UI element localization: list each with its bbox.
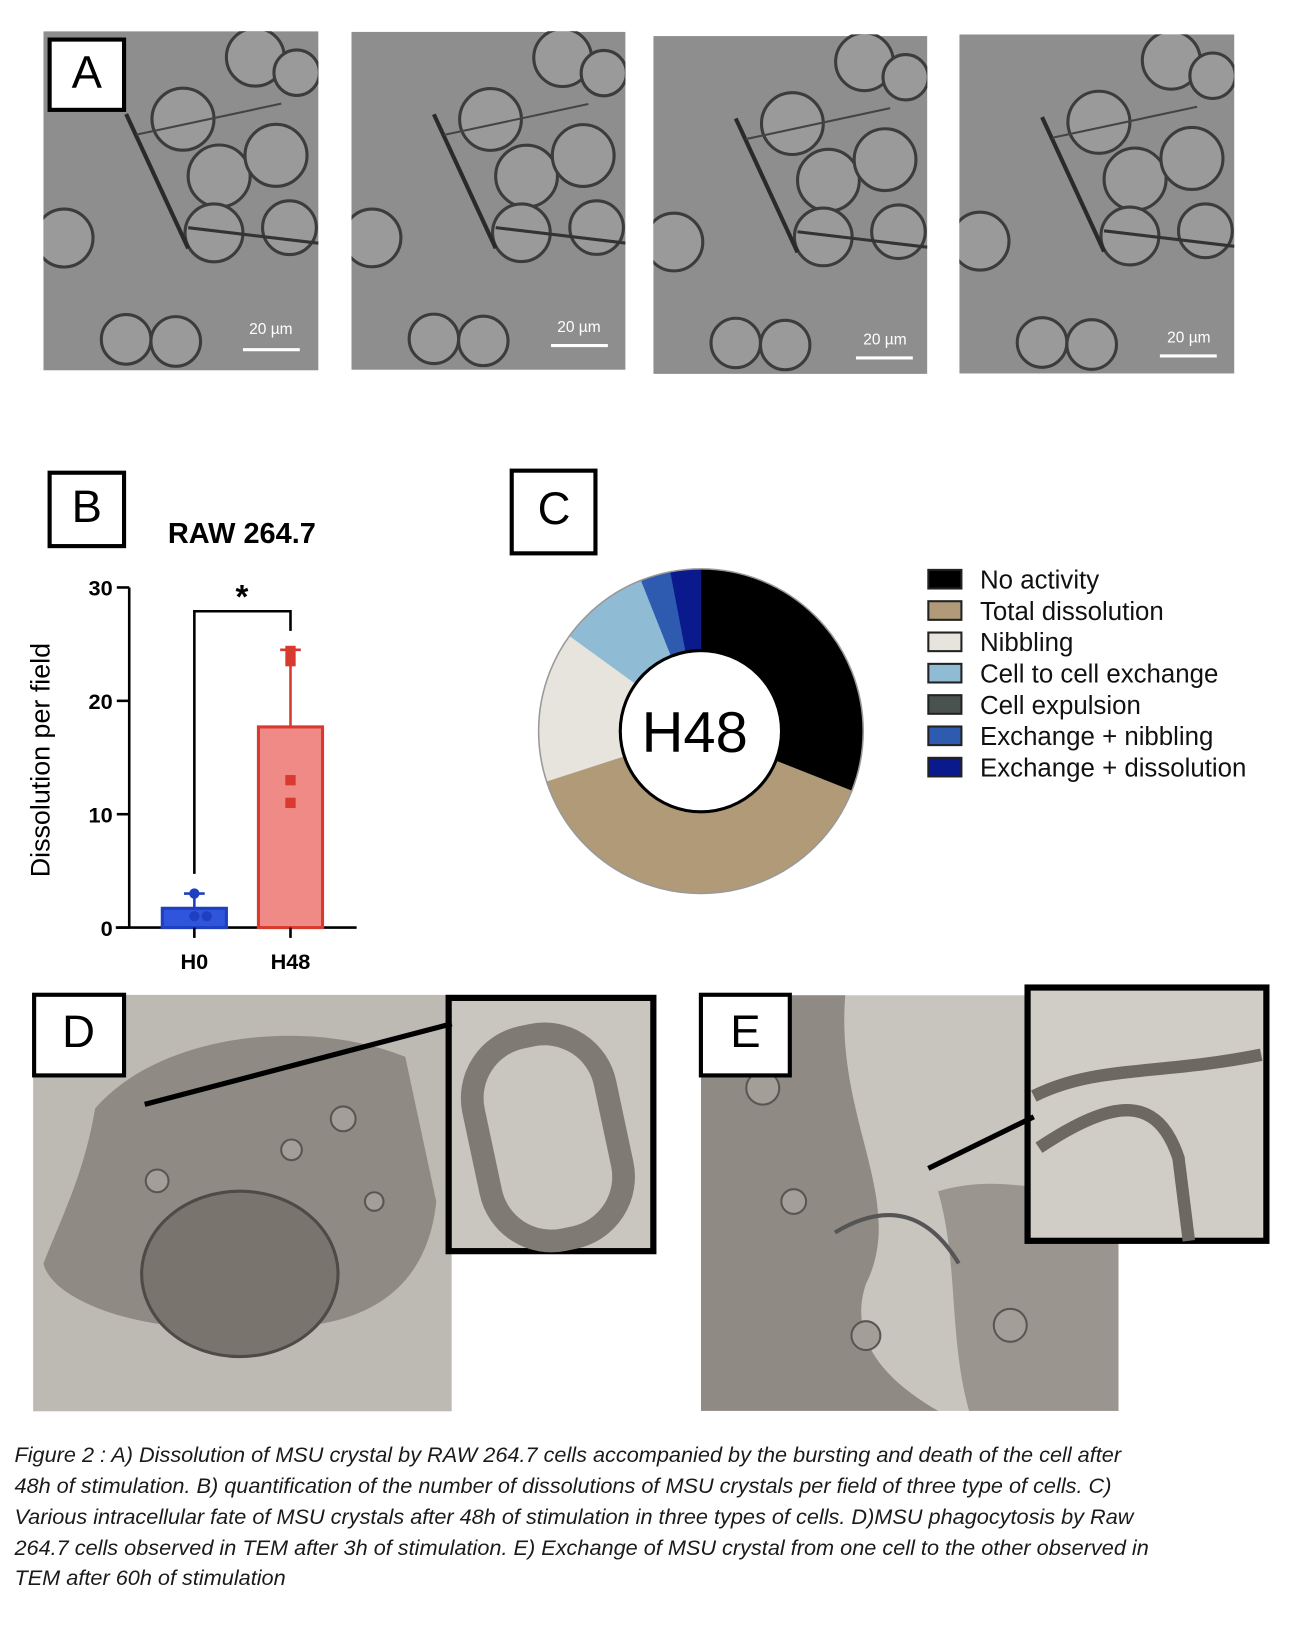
legend-label: Cell to cell exchange <box>980 660 1218 688</box>
significance-bracket <box>193 609 292 874</box>
charts: RAW 264.7 Dissolution per field 0 10 20 30 H0 H… <box>26 518 1247 974</box>
donut-outline <box>537 568 864 895</box>
legend-swatch <box>927 662 963 684</box>
label-box <box>698 992 792 1078</box>
x-tick-label: H48 <box>271 949 311 974</box>
caption-line: TEM after 60h of stimulation <box>14 1565 285 1590</box>
caption: Figure 2 : A) Dissolution of MSU crystal… <box>13 1442 1148 1590</box>
legend-label: Total dissolution <box>980 598 1164 626</box>
legend-label: Exchange + dissolution <box>980 754 1246 782</box>
legend-swatch <box>927 600 963 621</box>
label-box <box>32 992 127 1078</box>
label-box <box>509 468 598 556</box>
legend-label: Cell expulsion <box>980 692 1141 720</box>
label-box <box>47 37 127 112</box>
scale-bars: 20 µm 20 µm 20 µm 20 µm <box>242 319 1217 360</box>
caption-line: Figure 2 : A) Dissolution of MSU crystal… <box>14 1442 1121 1467</box>
scale-bar-label: 20 µm <box>557 319 600 336</box>
legend-swatch <box>927 694 963 715</box>
callout-line <box>927 1114 1035 1171</box>
data-point <box>189 911 200 922</box>
significance-label: * <box>235 579 248 616</box>
micrograph <box>645 33 928 374</box>
micrograph <box>951 31 1235 373</box>
caption-line: 48h of stimulation. B) quantification of… <box>14 1473 1111 1498</box>
panel-label: C <box>538 483 571 534</box>
panel-label: E <box>730 1006 760 1057</box>
y-tick-label: 0 <box>101 916 113 941</box>
legend-swatch <box>927 631 963 653</box>
chart-title: RAW 264.7 <box>168 518 316 550</box>
panel-label: A <box>72 47 103 98</box>
callout-line <box>144 1021 453 1107</box>
y-tick-label: 20 <box>89 689 113 714</box>
data-point <box>285 797 296 809</box>
center-label: H48 <box>642 701 748 765</box>
y-tick-label: 10 <box>89 802 113 827</box>
legend-label: No activity <box>980 567 1099 595</box>
legend-swatch <box>927 725 963 747</box>
data-point <box>285 655 296 667</box>
data-point <box>285 775 296 786</box>
data-point <box>189 888 200 899</box>
legend-label: Exchange + nibbling <box>980 723 1213 751</box>
scale-bar-label: 20 µm <box>863 332 906 349</box>
panel-label: D <box>62 1006 95 1057</box>
x-tick-label: H0 <box>180 949 208 974</box>
legend-swatch <box>927 756 963 778</box>
y-axis-label: Dissolution per field <box>26 643 56 877</box>
caption-line: 264.7 cells observed in TEM after 3h of … <box>13 1535 1148 1560</box>
bar <box>256 725 325 930</box>
data-point <box>285 645 296 657</box>
caption-line: Various intracellular fate of MSU crysta… <box>14 1504 1134 1529</box>
inset <box>445 994 657 1255</box>
donut-hole <box>618 648 784 814</box>
legend-label: Nibbling <box>980 629 1073 657</box>
label-box <box>47 470 127 549</box>
inset <box>1024 984 1270 1244</box>
scale-bar-label: 20 µm <box>1167 329 1210 346</box>
y-tick-label: 30 <box>89 576 113 601</box>
data-point <box>201 911 212 922</box>
legend-swatch <box>927 568 963 590</box>
panel-label: B <box>72 481 102 532</box>
scale-bar-label: 20 µm <box>249 321 292 338</box>
